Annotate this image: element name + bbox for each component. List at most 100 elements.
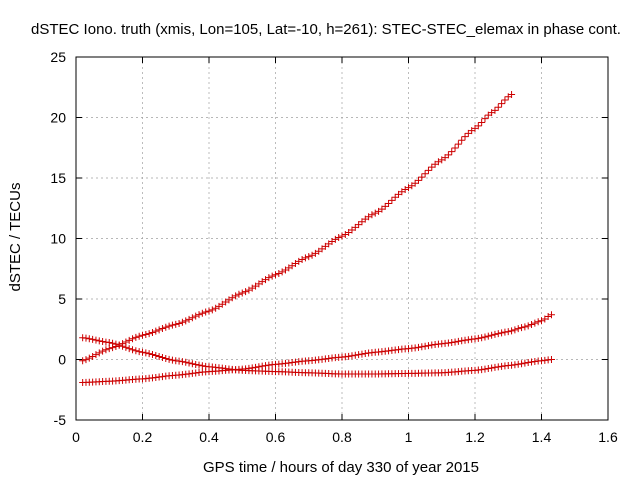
data-point: [494, 363, 502, 371]
data-point: [461, 336, 469, 344]
data-point: [458, 337, 466, 345]
data-point: [125, 345, 133, 353]
data-point: [195, 311, 203, 319]
data-point: [478, 334, 486, 342]
data-point: [508, 91, 516, 99]
data-point: [348, 352, 356, 360]
series-1: [79, 91, 516, 365]
data-point: [129, 346, 137, 354]
data-point: [484, 332, 492, 340]
data-point: [162, 354, 170, 362]
data-point: [521, 359, 529, 367]
data-point: [368, 211, 376, 219]
data-point: [488, 364, 496, 372]
data-point: [162, 323, 170, 331]
data-point: [494, 103, 502, 111]
data-point: [132, 333, 140, 341]
data-point: [421, 170, 429, 178]
data-point: [148, 328, 156, 336]
data-point: [119, 342, 127, 350]
data-point: [178, 318, 186, 326]
data-point: [424, 166, 432, 174]
data-point: [451, 338, 459, 346]
data-point: [268, 272, 276, 280]
x-tick-label: 0.4: [199, 429, 219, 445]
data-point: [388, 196, 396, 204]
data-point: [488, 331, 496, 339]
data-point: [85, 354, 93, 362]
data-point: [421, 342, 429, 350]
data-point: [401, 185, 409, 193]
data-point: [451, 144, 459, 152]
data-point: [145, 350, 153, 358]
data-point: [298, 256, 306, 264]
data-point: [92, 351, 100, 359]
data-point: [192, 312, 200, 320]
data-point: [524, 359, 532, 367]
data-point: [381, 202, 389, 210]
data-point: [238, 289, 246, 297]
data-point: [188, 360, 196, 368]
data-point: [192, 360, 200, 368]
data-point: [265, 274, 273, 282]
data-point: [331, 235, 339, 243]
data-point: [471, 335, 479, 343]
data-point: [135, 332, 143, 340]
x-tick-label: 1.4: [532, 429, 552, 445]
data-point: [418, 173, 426, 181]
data-point: [155, 326, 163, 334]
data-point: [481, 115, 489, 123]
data-point: [454, 140, 462, 148]
data-point: [139, 348, 146, 356]
data-point: [448, 339, 456, 346]
data-point: [125, 336, 133, 344]
data-point: [142, 331, 150, 339]
data-point: [92, 336, 100, 344]
data-point: [308, 251, 316, 259]
data-point: [547, 311, 555, 319]
data-point: [198, 309, 206, 317]
data-point: [95, 337, 103, 345]
y-tick-label: 15: [50, 170, 66, 186]
x-tick-label: 0.2: [133, 429, 153, 445]
data-point: [508, 327, 516, 335]
data-point: [165, 355, 173, 363]
data-point: [424, 342, 432, 350]
data-point: [355, 351, 363, 359]
data-point: [152, 351, 160, 359]
data-point: [538, 317, 545, 325]
data-point: [534, 318, 542, 326]
data-point: [411, 344, 419, 352]
data-point: [89, 335, 97, 343]
data-point: [514, 360, 522, 368]
data-point: [172, 320, 180, 328]
data-point: [518, 360, 526, 368]
data-point: [165, 322, 173, 330]
data-point: [461, 133, 469, 141]
data-point: [85, 335, 93, 343]
data-point: [109, 339, 117, 347]
data-point: [518, 324, 526, 332]
data-point: [361, 350, 369, 358]
data-point: [414, 343, 422, 351]
data-point: [168, 321, 176, 329]
x-axis-label: GPS time / hours of day 330 of year 2015: [203, 459, 479, 476]
data-point: [99, 338, 107, 346]
data-point: [182, 317, 190, 325]
data-point: [105, 339, 113, 347]
data-point: [405, 184, 412, 192]
data-point: [491, 330, 499, 338]
x-tick-label: 1: [405, 429, 413, 445]
data-point: [338, 232, 346, 240]
data-point: [168, 356, 176, 364]
data-point: [458, 136, 466, 144]
data-point: [481, 333, 489, 341]
y-tick-label: 10: [50, 231, 66, 247]
data-point: [491, 106, 499, 114]
data-point: [428, 163, 436, 171]
data-point: [245, 286, 253, 294]
data-point: [411, 179, 419, 187]
data-point: [278, 268, 286, 276]
y-tick-label: -5: [54, 412, 67, 428]
